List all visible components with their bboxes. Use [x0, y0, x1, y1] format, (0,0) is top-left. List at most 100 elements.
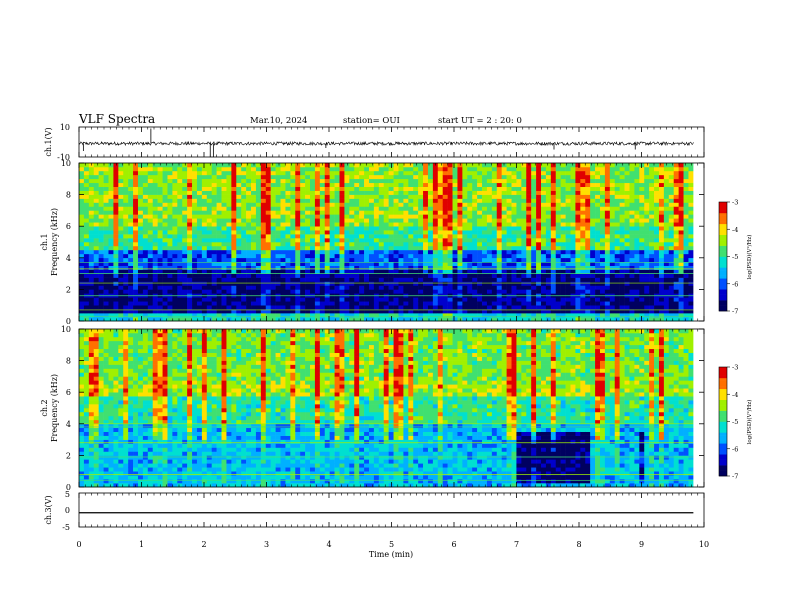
spec1-cell: [462, 245, 468, 251]
spec1-cell: [133, 265, 139, 270]
spec1-cell: [103, 234, 109, 239]
spec1-cell: [477, 182, 483, 187]
spec1-cell: [339, 230, 345, 235]
spec1-cell: [349, 269, 355, 274]
spec1-cell: [172, 289, 178, 294]
spec1-cell: [187, 253, 193, 259]
spec1-cell: [147, 269, 154, 274]
spec1-cell: [221, 190, 227, 195]
spec1-cell: [590, 317, 596, 322]
spec1-cell: [83, 206, 90, 211]
spec1-cell: [432, 222, 439, 227]
spec1-cell: [192, 210, 198, 215]
spec1-cell: [162, 163, 168, 168]
spec1-cell: [447, 317, 453, 322]
spec1-cell: [118, 309, 124, 314]
spec1-cell: [167, 249, 173, 255]
spec1-cell: [162, 301, 168, 306]
spec1-cell: [280, 317, 286, 322]
spec1-cell: [457, 273, 463, 278]
spec1-cell: [142, 178, 149, 184]
spec1-cell: [437, 198, 444, 203]
spec1-cell: [123, 305, 129, 310]
spec1-cell: [285, 253, 291, 259]
spec1-cell: [295, 305, 301, 310]
spec1-cell: [413, 230, 419, 235]
spec1-cell: [614, 273, 620, 278]
spec1-cell: [496, 206, 502, 211]
spec1-cell: [142, 242, 149, 247]
spec1-cell: [501, 242, 507, 247]
spec1-cell: [147, 170, 154, 176]
spec1-cell: [88, 202, 95, 207]
spec1-cell: [570, 206, 576, 211]
spec1-cell: [113, 238, 119, 243]
spec1-cell: [649, 301, 655, 306]
spec1-cell: [531, 163, 537, 168]
spec1-cell: [216, 186, 222, 191]
spec1-cell: [408, 317, 414, 322]
spec1-cell: [123, 309, 129, 314]
spec1-cell: [251, 273, 257, 278]
spec1-cell: [329, 198, 335, 203]
spec1-cell: [187, 163, 193, 168]
spec1-cell: [246, 210, 252, 215]
spec1-cell: [260, 222, 267, 227]
spec1-cell: [182, 242, 188, 247]
spec1-cell: [629, 166, 635, 172]
spec1-cell: [354, 313, 360, 318]
spec1-cell: [447, 257, 453, 263]
spec1-cell: [585, 206, 591, 211]
spec1-cell: [113, 309, 119, 314]
spec1-cell: [329, 245, 335, 251]
spec1-cell: [231, 265, 237, 270]
spec1-cell: [545, 285, 552, 290]
spec1-cell: [314, 305, 321, 310]
spec1-cell: [467, 289, 473, 294]
spec1-cell: [467, 297, 473, 302]
spec1-cell: [231, 297, 237, 302]
spec1-cell: [285, 317, 291, 322]
spec1-cell: [442, 313, 448, 318]
spec1-cell: [182, 163, 188, 168]
spec1-cell: [231, 269, 237, 274]
spec1-cell: [501, 218, 507, 223]
spec1-cell: [654, 253, 660, 259]
spec1-cell: [447, 238, 453, 243]
spec1-cell: [604, 174, 611, 180]
spec1-cell: [177, 309, 183, 314]
spec1-cell: [123, 210, 129, 215]
spec1-cell: [251, 249, 257, 255]
spec1-cell: [344, 178, 350, 184]
spec1-cell: [560, 265, 566, 270]
spec1-cell: [324, 257, 330, 263]
spec1-cell: [113, 222, 119, 227]
spec1-cell: [619, 202, 625, 207]
spec1-cell: [408, 178, 414, 184]
spec1-cell: [319, 170, 326, 176]
spec1-cell: [118, 182, 124, 187]
spec1-cell: [491, 222, 498, 227]
spec1-cell: [668, 166, 675, 172]
spec1-cell: [649, 257, 655, 263]
spec1-cell: [673, 230, 679, 235]
spec1-cell: [614, 174, 620, 180]
spec1-cell: [142, 301, 149, 306]
spec1-cell: [177, 269, 183, 274]
spec1-cell: [472, 261, 478, 266]
spec1-cell: [644, 238, 650, 243]
spec1-cell: [496, 170, 502, 176]
spec1-cell: [403, 166, 409, 172]
spec1-cell: [211, 261, 217, 266]
spec1-cell: [79, 269, 85, 274]
spec1-cell: [393, 238, 399, 243]
spec1-cell: [683, 289, 689, 294]
spec1-cell: [452, 249, 458, 255]
spec1-cell: [108, 269, 114, 274]
spec1-cell: [339, 269, 345, 274]
spec1-cell: [383, 301, 389, 306]
spec1-cell: [133, 210, 139, 215]
spec1-cell: [113, 214, 119, 219]
spec1-cell: [319, 257, 326, 263]
spec1-cell: [93, 218, 99, 223]
